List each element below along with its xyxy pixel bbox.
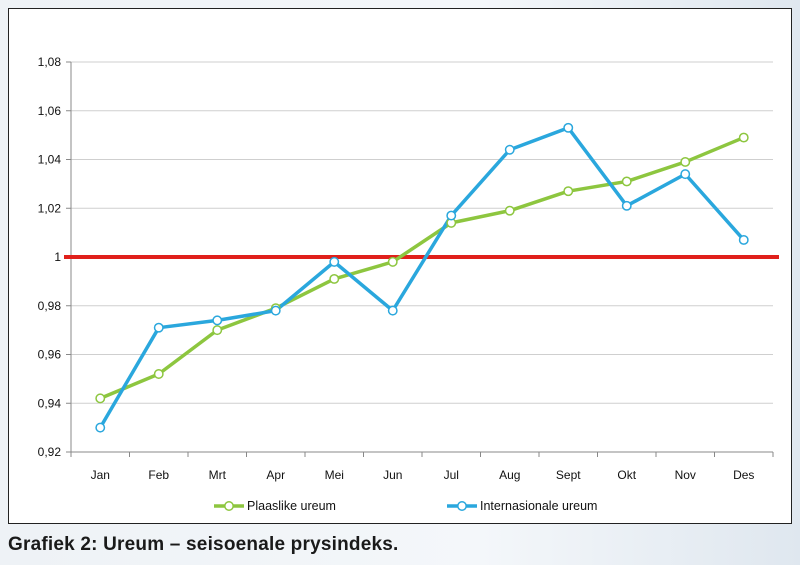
data-point xyxy=(621,176,632,187)
y-tick-label: 1,08 xyxy=(38,55,62,69)
series-lines xyxy=(98,126,746,429)
y-tick-label: 0,94 xyxy=(38,396,62,410)
x-tick-label: Okt xyxy=(617,468,636,482)
y-tick-labels: 0,92 0,94 0,96 0,98 1 1,02 1,04 1,06 1,08 xyxy=(38,55,62,459)
legend-marker xyxy=(224,501,234,511)
data-point xyxy=(329,256,340,267)
x-tick-label: Aug xyxy=(499,468,520,482)
y-tick-label: 0,92 xyxy=(38,445,62,459)
data-point xyxy=(212,325,223,336)
x-tick-labels: Jan Feb Mrt Apr Mei Jun Jul Aug Sept Okt Nov Des xyxy=(91,468,755,482)
data-point xyxy=(563,186,574,197)
data-point xyxy=(212,315,223,326)
grid-lines xyxy=(66,61,774,457)
x-tick-label: Apr xyxy=(266,468,285,482)
x-tick-label: Jun xyxy=(383,468,402,482)
y-tick-label: 1,02 xyxy=(38,201,62,215)
data-point xyxy=(329,273,340,284)
data-point xyxy=(738,132,749,143)
legend-marker xyxy=(457,501,467,511)
x-tick-label: Sept xyxy=(556,468,581,482)
data-point xyxy=(621,200,632,211)
legend-label: Plaaslike ureum xyxy=(247,499,336,513)
data-point xyxy=(153,322,164,333)
x-tick-label: Mrt xyxy=(209,468,227,482)
x-tick-label: Des xyxy=(733,468,754,482)
y-tick-label: 1,06 xyxy=(38,104,62,118)
series-line-1 xyxy=(99,135,745,400)
chart-container: 0,92 0,94 0,96 0,98 1 1,02 1,04 1,06 1,08 Jan Feb… xyxy=(8,8,792,524)
data-points xyxy=(95,122,749,433)
figure-caption: Grafiek 2: Ureum – seisoenale prysindeks… xyxy=(8,534,399,555)
data-point xyxy=(504,205,515,216)
data-point xyxy=(387,256,398,267)
x-tick-label: Mei xyxy=(325,468,344,482)
data-point xyxy=(95,393,106,404)
x-tick-label: Jan xyxy=(91,468,110,482)
line-chart: 0,92 0,94 0,96 0,98 1 1,02 1,04 1,06 1,08 Jan Feb… xyxy=(38,55,779,513)
series-line-2 xyxy=(98,126,746,429)
y-tick-label: 0,98 xyxy=(38,299,62,313)
data-point xyxy=(504,144,515,155)
x-tick-label: Jul xyxy=(444,468,459,482)
data-point xyxy=(680,169,691,180)
y-tick-label: 1,04 xyxy=(38,153,62,167)
data-point xyxy=(738,234,749,245)
legend: Plaaslike ureum Internasionale ureum xyxy=(214,499,597,513)
y-tick-label: 1 xyxy=(54,250,61,264)
data-point xyxy=(680,156,691,167)
data-point xyxy=(95,422,106,433)
data-point xyxy=(153,369,164,379)
data-point xyxy=(446,210,457,221)
x-tick-label: Nov xyxy=(675,468,696,482)
y-tick-label: 0,96 xyxy=(38,348,62,362)
x-tick-label: Feb xyxy=(148,468,169,482)
data-point xyxy=(270,305,281,316)
data-point xyxy=(563,122,574,133)
legend-label: Internasionale ureum xyxy=(480,499,597,513)
data-point xyxy=(387,305,398,316)
